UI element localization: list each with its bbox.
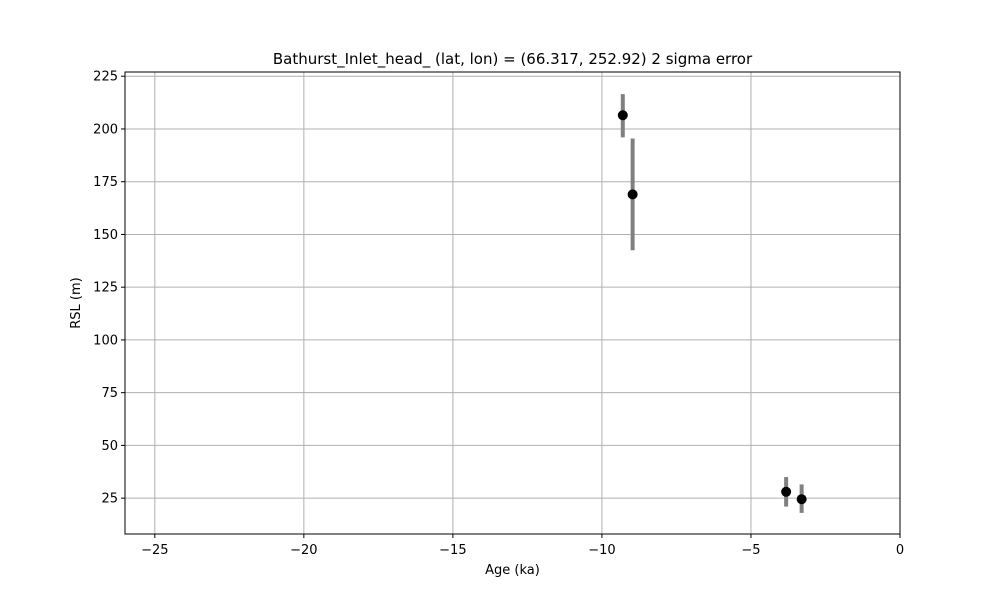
y-tick-label: 200 bbox=[93, 122, 118, 137]
plot-frame bbox=[124, 71, 901, 535]
x-tick-label: −20 bbox=[290, 543, 317, 558]
y-tick-label: 25 bbox=[101, 492, 118, 507]
y-tick-label: 175 bbox=[93, 175, 118, 190]
chart-title: Bathurst_Inlet_head_ (lat, lon) = (66.31… bbox=[273, 50, 753, 69]
y-tick-label: 75 bbox=[101, 386, 118, 401]
y-axis-label: RSL (m) bbox=[69, 277, 84, 328]
data-points bbox=[617, 110, 807, 505]
x-axis-label: Age (ka) bbox=[485, 563, 540, 578]
y-tick-label: 50 bbox=[101, 439, 118, 454]
y-tick-label: 150 bbox=[93, 228, 118, 243]
x-tick-label: −10 bbox=[588, 543, 615, 558]
data-point bbox=[617, 110, 628, 121]
y-tick-label: 125 bbox=[93, 281, 118, 296]
y-tick-label: 225 bbox=[93, 70, 118, 85]
data-point bbox=[796, 494, 807, 505]
data-point bbox=[627, 189, 638, 200]
axis-ticks: −25 −20 −15 −10 −5 0 25 50 75 100 125 150 175 200 225 bbox=[93, 70, 904, 558]
x-tick-label: −15 bbox=[439, 543, 466, 558]
x-tick-label: −25 bbox=[141, 543, 168, 558]
x-tick-label: −5 bbox=[741, 543, 760, 558]
data-point bbox=[781, 486, 792, 497]
y-tick-label: 100 bbox=[93, 333, 118, 348]
x-tick-label: 0 bbox=[896, 543, 904, 558]
